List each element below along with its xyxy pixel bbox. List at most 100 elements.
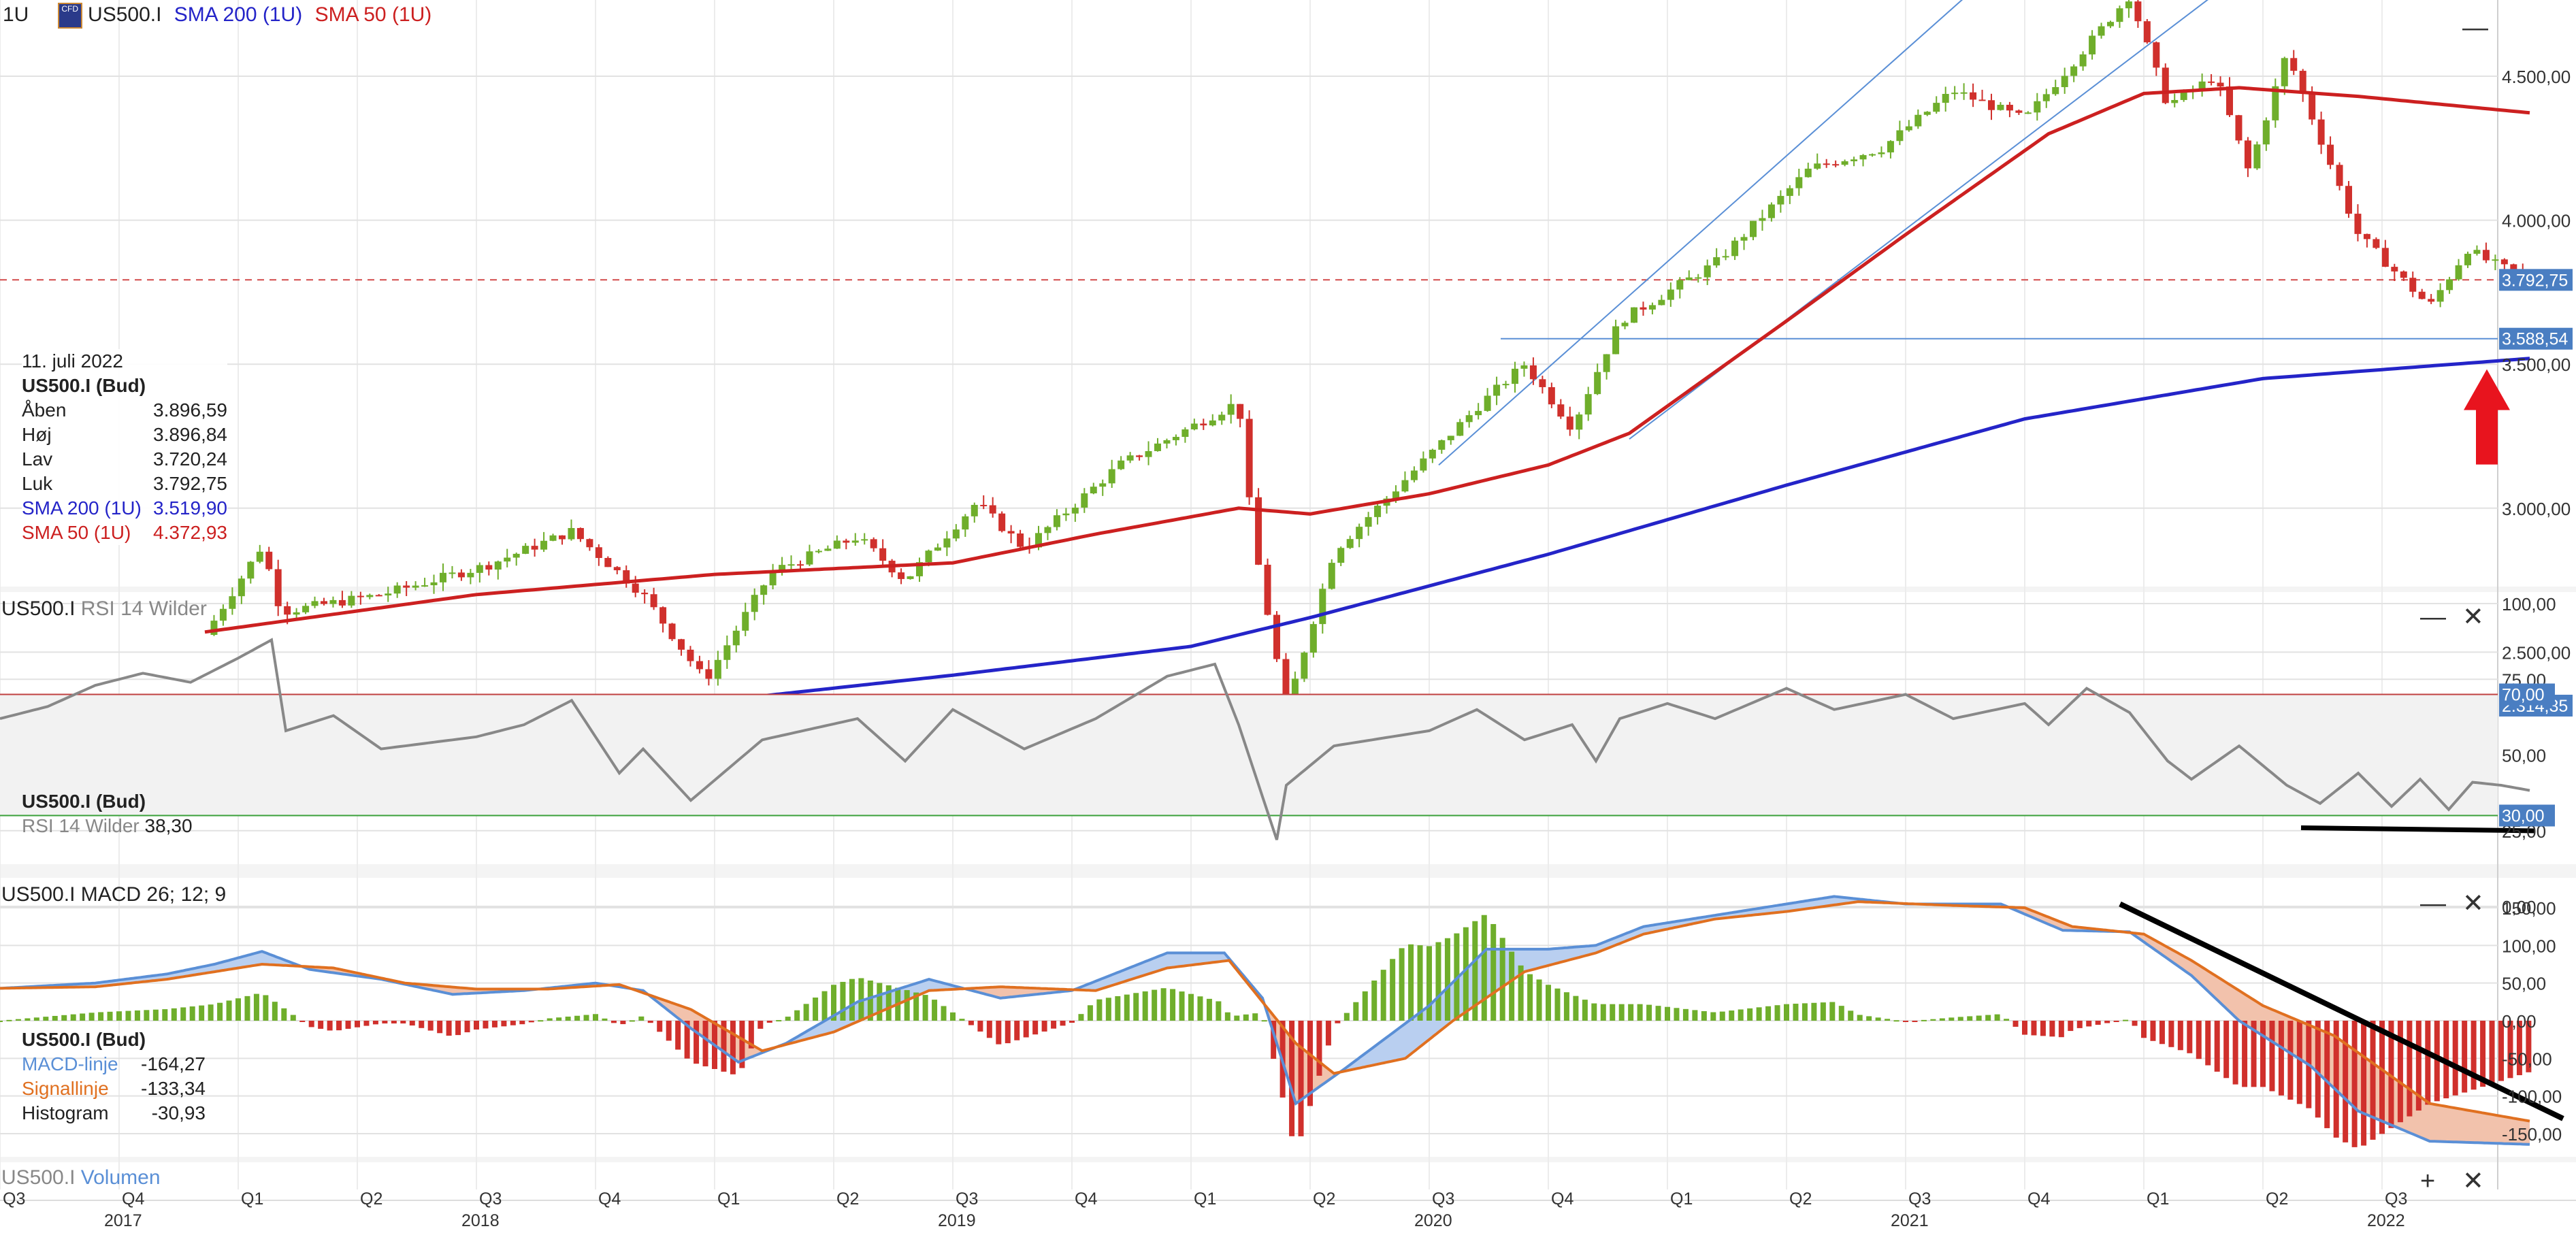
histogram-bar[interactable] <box>2269 1021 2275 1091</box>
histogram-bar[interactable] <box>2425 1021 2430 1104</box>
candle[interactable] <box>1814 154 1821 170</box>
histogram-bar[interactable] <box>2196 1021 2202 1059</box>
macd-indicator-name[interactable]: MACD 26; 12; 9 <box>81 883 226 906</box>
candle[interactable] <box>770 564 777 589</box>
candle[interactable] <box>1319 583 1326 634</box>
histogram-bar[interactable] <box>2407 1021 2412 1117</box>
candle[interactable] <box>1200 418 1207 430</box>
candle[interactable] <box>2456 259 2462 281</box>
histogram-bar[interactable] <box>227 1000 232 1021</box>
candle[interactable] <box>1979 90 1986 101</box>
candle[interactable] <box>2263 118 2270 151</box>
histogram-bar[interactable] <box>2453 1021 2458 1096</box>
candle[interactable] <box>1209 414 1216 427</box>
histogram-bar[interactable] <box>757 1021 763 1029</box>
candle[interactable] <box>2483 242 2490 263</box>
histogram-bar[interactable] <box>2324 1021 2330 1128</box>
candle[interactable] <box>1942 86 1949 112</box>
histogram-bar[interactable] <box>1619 1004 1625 1021</box>
histogram-bar[interactable] <box>730 1021 736 1074</box>
histogram-bar[interactable] <box>1958 1017 1963 1021</box>
histogram-bar[interactable] <box>804 1004 809 1021</box>
histogram-bar[interactable] <box>474 1021 479 1030</box>
histogram-bar[interactable] <box>1738 1009 1744 1021</box>
histogram-bar[interactable] <box>1546 985 1551 1021</box>
histogram-bar[interactable] <box>446 1021 452 1036</box>
candle[interactable] <box>1723 249 1729 260</box>
candle[interactable] <box>971 503 978 523</box>
candle[interactable] <box>1750 221 1757 241</box>
candle[interactable] <box>1090 483 1097 495</box>
candle[interactable] <box>257 545 263 563</box>
candle[interactable] <box>1795 169 1802 196</box>
histogram-bar[interactable] <box>1024 1021 1029 1038</box>
candle[interactable] <box>339 591 346 608</box>
candle[interactable] <box>1704 259 1711 285</box>
histogram-bar[interactable] <box>483 1021 488 1028</box>
histogram-bar[interactable] <box>630 1020 635 1021</box>
histogram-bar[interactable] <box>2343 1021 2348 1142</box>
candle[interactable] <box>495 561 502 580</box>
histogram-bar[interactable] <box>1674 1008 1679 1021</box>
histogram-bar[interactable] <box>794 1010 800 1021</box>
histogram-bar[interactable] <box>208 1004 214 1021</box>
candle[interactable] <box>1640 301 1646 316</box>
candle[interactable] <box>568 519 574 540</box>
candle[interactable] <box>1273 611 1280 662</box>
candle[interactable] <box>2391 264 2398 281</box>
histogram-bar[interactable] <box>0 1021 3 1022</box>
candle[interactable] <box>696 656 703 674</box>
histogram-bar[interactable] <box>849 979 855 1021</box>
histogram-bar[interactable] <box>1445 938 1450 1021</box>
histogram-bar[interactable] <box>1371 981 1377 1021</box>
histogram-bar[interactable] <box>410 1021 415 1025</box>
candle[interactable] <box>1099 480 1106 496</box>
histogram-bar[interactable] <box>1106 998 1111 1021</box>
histogram-bar[interactable] <box>1078 1014 1083 1021</box>
histogram-bar[interactable] <box>2123 1020 2128 1021</box>
candle[interactable] <box>742 603 749 636</box>
candle[interactable] <box>2235 115 2242 144</box>
histogram-bar[interactable] <box>2040 1021 2046 1036</box>
candle[interactable] <box>1512 362 1518 393</box>
candle[interactable] <box>2364 233 2370 247</box>
candle[interactable] <box>889 559 896 578</box>
candle[interactable] <box>476 562 483 582</box>
histogram-bar[interactable] <box>556 1017 561 1021</box>
histogram-bar[interactable] <box>996 1021 1001 1045</box>
candle[interactable] <box>1832 161 1839 167</box>
candle[interactable] <box>2245 137 2251 177</box>
candle[interactable] <box>1218 412 1225 425</box>
candle[interactable] <box>687 646 694 666</box>
histogram-bar[interactable] <box>2114 1021 2119 1022</box>
candle[interactable] <box>1265 559 1271 616</box>
histogram-bar[interactable] <box>1216 1001 1221 1021</box>
histogram-bar[interactable] <box>1390 959 1395 1021</box>
histogram-bar[interactable] <box>1720 1012 1725 1021</box>
histogram-bar[interactable] <box>1252 1013 1258 1021</box>
candle[interactable] <box>2089 30 2096 59</box>
histogram-bar[interactable] <box>959 1019 964 1021</box>
candle[interactable] <box>1768 202 1775 221</box>
candle[interactable] <box>366 593 373 599</box>
candle[interactable] <box>265 547 272 572</box>
candle[interactable] <box>1961 83 1968 100</box>
histogram-bar[interactable] <box>2004 1019 2009 1021</box>
histogram-bar[interactable] <box>2297 1021 2302 1104</box>
candle[interactable] <box>2006 102 2013 117</box>
histogram-bar[interactable] <box>1363 991 1368 1021</box>
histogram-bar[interactable] <box>2379 1021 2385 1134</box>
histogram-bar[interactable] <box>813 998 818 1021</box>
histogram-bar[interactable] <box>391 1021 397 1023</box>
main-minimize-button[interactable]: — <box>2462 15 2488 41</box>
candle[interactable] <box>1603 354 1610 379</box>
candle[interactable] <box>2098 22 2105 38</box>
candle[interactable] <box>1906 120 1912 131</box>
candle[interactable] <box>2382 240 2389 267</box>
histogram-bar[interactable] <box>199 1006 204 1021</box>
candle[interactable] <box>715 651 721 685</box>
candle[interactable] <box>953 524 960 541</box>
candle[interactable] <box>2253 142 2260 170</box>
histogram-bar[interactable] <box>1765 1006 1771 1021</box>
